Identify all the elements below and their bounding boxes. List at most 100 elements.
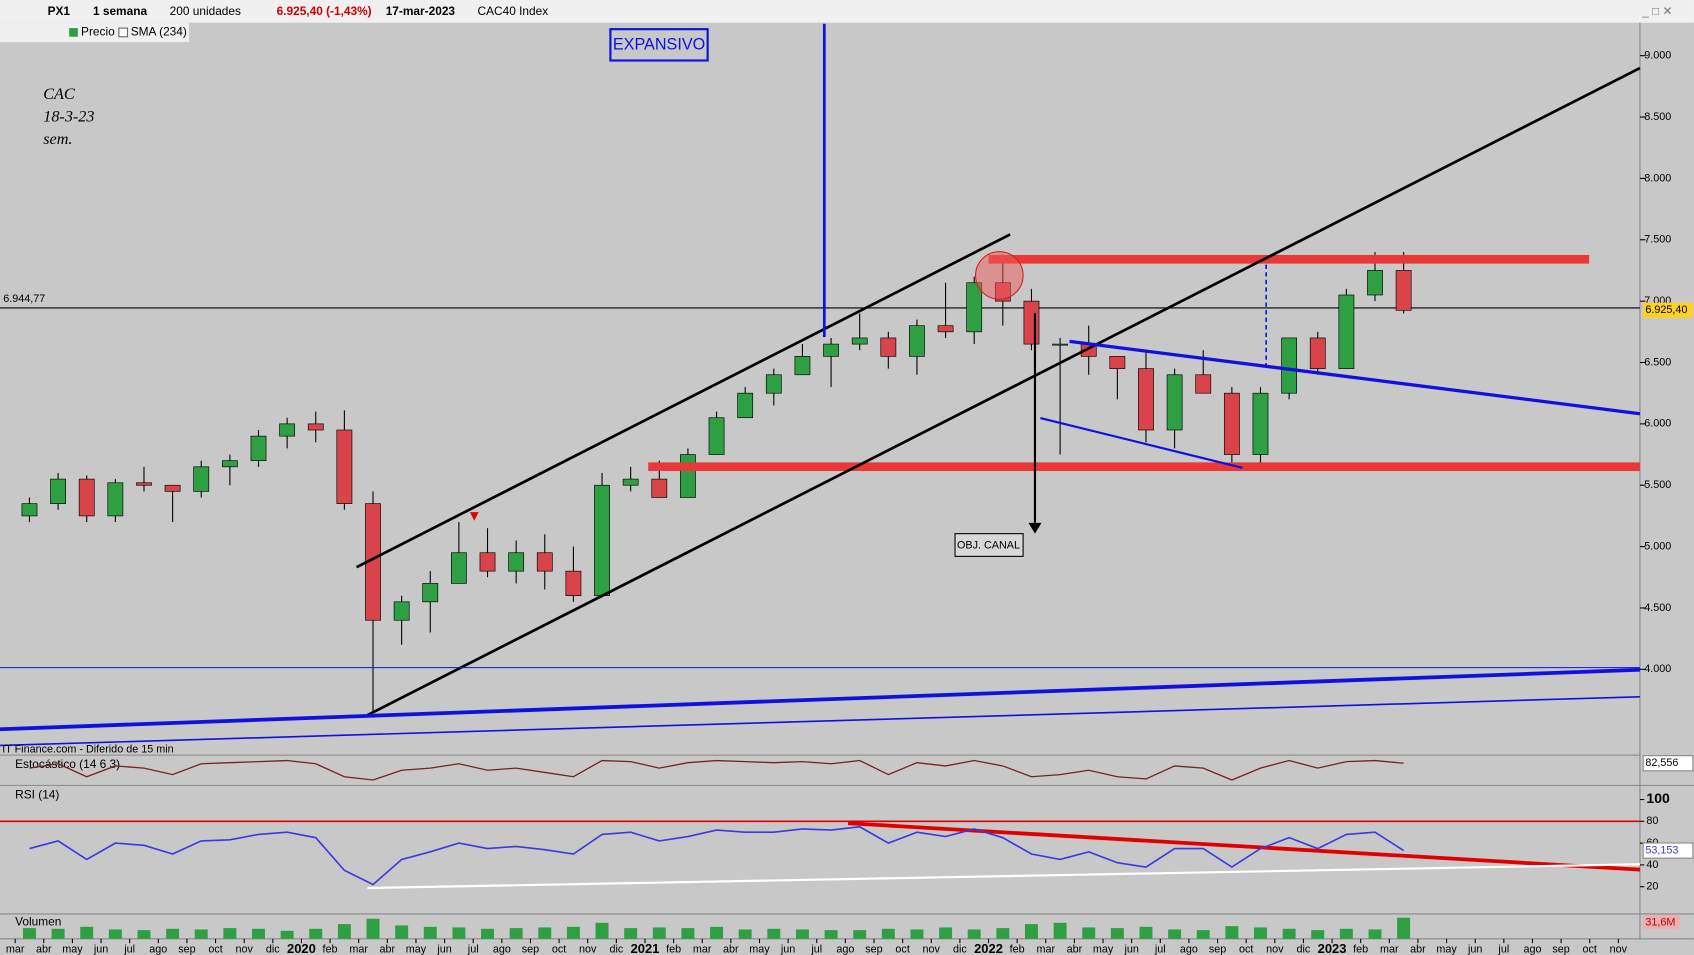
volume-bar <box>1110 928 1124 939</box>
volume-bar <box>1196 930 1210 939</box>
y-tick-label: 100 <box>1646 790 1670 806</box>
x-tick-label: oct <box>895 943 909 955</box>
x-tick-label: sep <box>1209 943 1226 955</box>
volume-bar <box>1339 928 1353 939</box>
volume-bar <box>1225 926 1239 939</box>
candle-body <box>479 552 496 572</box>
volume-bar <box>767 928 781 939</box>
last-price-box <box>1643 302 1693 318</box>
volume-bar <box>137 930 151 939</box>
x-tick-label: may <box>1093 943 1114 955</box>
candle-body <box>708 417 725 455</box>
candle-body <box>1309 337 1326 369</box>
channel-line[interactable] <box>366 66 1641 717</box>
x-tick-label: nov <box>1610 943 1628 955</box>
candle-body <box>50 478 66 504</box>
x-tick-label: feb <box>666 943 681 955</box>
volume-bar <box>481 928 495 939</box>
x-tick-label: mar <box>693 943 712 955</box>
volume-bar <box>795 929 809 939</box>
candle-body <box>164 484 181 492</box>
volume-bar <box>738 929 752 939</box>
x-tick-label: abr <box>36 943 52 955</box>
indicator-line <box>29 759 1404 781</box>
volume-bar <box>280 930 294 939</box>
volume-bar <box>337 924 351 939</box>
panel-title: Estocástico (14 6 3) <box>15 757 120 771</box>
x-tick-label: oct <box>1239 943 1253 955</box>
volume-bar <box>824 930 838 939</box>
x-tick-label: jun <box>1467 943 1482 955</box>
candle-body <box>250 435 267 462</box>
candle-body <box>1252 392 1269 455</box>
x-tick-label: jun <box>93 943 108 955</box>
x-tick-label: feb <box>1353 943 1368 955</box>
wedge-line[interactable] <box>1069 339 1641 416</box>
x-tick-label: jul <box>810 943 822 955</box>
symbol[interactable]: PX1 <box>48 4 71 18</box>
y-tick-label: 8.000 <box>1644 172 1671 184</box>
annotation-box[interactable] <box>609 28 709 62</box>
candle-body <box>765 374 782 394</box>
trend-line[interactable] <box>0 695 1640 747</box>
y-tick-label: 5.000 <box>1644 540 1671 552</box>
instrument: CAC40 Index <box>478 4 549 18</box>
value-label: 53,153 <box>1645 844 1678 856</box>
candle-body <box>393 601 410 621</box>
volume-bar <box>681 928 695 939</box>
volume-bar <box>1254 927 1267 939</box>
x-tick-label: nov <box>235 943 253 955</box>
support-zone[interactable] <box>648 462 1640 472</box>
x-tick-label: feb <box>1010 943 1025 955</box>
x-tick-label: nov <box>1266 943 1284 955</box>
x-tick-label: ago <box>1523 943 1541 955</box>
x-tick-label: 2022 <box>974 941 1003 955</box>
highlight-circle[interactable] <box>975 251 1024 300</box>
resistance-zone[interactable] <box>988 254 1590 264</box>
trend-line[interactable] <box>0 667 1641 732</box>
y-tick-label: 40 <box>1646 859 1658 871</box>
x-tick-label: jul <box>467 943 479 955</box>
x-tick-label: jun <box>1123 943 1138 955</box>
window-controls[interactable]: _ □ ✕ <box>1641 4 1672 18</box>
period[interactable]: 1 semana <box>93 4 148 18</box>
annotation-box[interactable] <box>954 533 1024 557</box>
candle-body <box>136 482 152 486</box>
x-tick-label: may <box>749 943 770 955</box>
x-tick-label: ago <box>836 943 854 955</box>
legend-price[interactable]: Precio <box>81 25 115 39</box>
legend-sma[interactable]: SMA (234) <box>131 25 187 39</box>
legend-bar <box>0 22 190 43</box>
wedge-line[interactable] <box>1040 417 1243 469</box>
panel-title: Volumen <box>15 915 61 929</box>
candle-body <box>451 552 467 584</box>
volume-bar <box>967 929 981 939</box>
x-tick-label: sep <box>522 943 539 955</box>
legend-swatch <box>118 27 129 38</box>
legend-swatch <box>69 28 78 37</box>
date: 17-mar-2023 <box>386 4 456 18</box>
volume-bar <box>395 925 409 939</box>
source: IT Finance.com - Diferido de 15 min <box>2 744 173 756</box>
x-tick-label: ago <box>493 943 511 955</box>
candle-body <box>880 337 897 357</box>
volume-bar <box>1139 926 1153 939</box>
volume-bar <box>223 928 237 939</box>
y-tick-label: 4.000 <box>1644 663 1671 675</box>
units[interactable]: 200 unidades <box>170 4 241 18</box>
candle-body <box>221 460 238 468</box>
channel-line[interactable] <box>355 233 1011 569</box>
candle-body <box>21 503 38 517</box>
volume-bar <box>538 927 552 939</box>
volume-bar <box>252 928 265 939</box>
rsi-trend[interactable] <box>367 863 1640 890</box>
volume-bar <box>194 929 208 939</box>
candle-body <box>508 552 525 572</box>
volume-bar <box>1368 929 1382 939</box>
candle-body <box>1223 392 1240 455</box>
toolbar <box>0 0 1694 23</box>
volume-bar <box>996 928 1010 939</box>
x-tick-label: 2021 <box>631 941 660 955</box>
volume-bar <box>1397 917 1411 939</box>
